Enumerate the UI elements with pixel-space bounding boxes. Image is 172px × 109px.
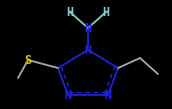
Text: H: H <box>103 5 110 19</box>
Text: N: N <box>64 89 72 101</box>
Text: S: S <box>24 54 32 66</box>
Text: N: N <box>104 89 112 101</box>
Text: N: N <box>84 43 92 56</box>
Text: H: H <box>66 5 74 19</box>
Text: N: N <box>84 21 92 35</box>
